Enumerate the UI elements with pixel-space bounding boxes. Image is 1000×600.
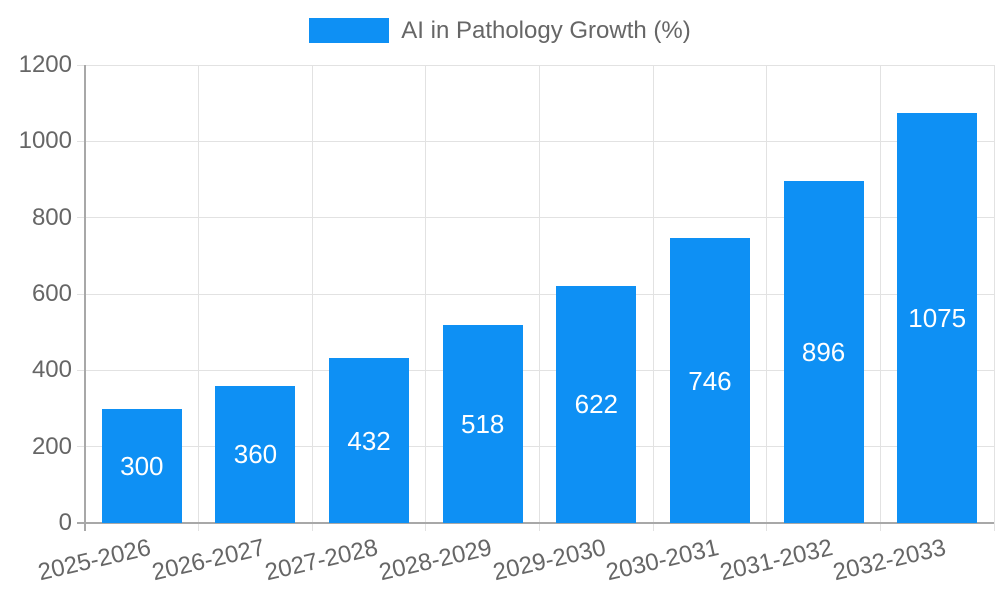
y-axis-tick-label: 600: [31, 280, 72, 307]
gridline-horizontal: [77, 369, 994, 371]
gridline-vertical: [198, 65, 200, 531]
legend-swatch-icon: [309, 18, 390, 43]
bar[interactable]: [442, 325, 523, 523]
bar[interactable]: [669, 238, 750, 523]
x-axis-tick-label: 2030-2031: [603, 534, 722, 587]
bar[interactable]: [215, 385, 296, 523]
x-axis-tick-label: 2028-2029: [376, 534, 495, 587]
gridline-horizontal: [77, 64, 994, 66]
gridline-vertical: [993, 65, 995, 531]
y-axis-tick-label: 800: [31, 203, 72, 231]
x-axis-tick-label: 2029-2030: [490, 534, 608, 587]
bar[interactable]: [556, 285, 637, 523]
gridline-vertical: [879, 65, 881, 531]
x-axis-tick-label: 2026-2027: [149, 534, 268, 587]
x-axis-tick-label: 2027-2028: [262, 534, 381, 587]
y-axis-tick-label: 400: [31, 356, 72, 384]
bar[interactable]: [329, 358, 410, 523]
gridline-vertical: [425, 65, 427, 531]
y-axis-line: [84, 65, 86, 531]
y-axis-tick-label: 1000: [18, 127, 72, 155]
gridline-horizontal: [77, 446, 994, 448]
bar[interactable]: [101, 408, 182, 523]
y-axis-tick-label: 0: [58, 509, 72, 536]
gridline-horizontal: [77, 217, 994, 219]
gridline-vertical: [539, 65, 540, 531]
x-axis-line: [77, 522, 994, 524]
x-axis-tick-label: 2031-2032: [717, 534, 836, 587]
bar[interactable]: [897, 112, 978, 523]
bar[interactable]: [783, 181, 864, 523]
y-axis-tick-label: 1200: [18, 51, 72, 78]
x-axis-tick-label: 2025-2026: [35, 534, 154, 587]
gridline-horizontal: [77, 293, 994, 295]
gridline-vertical: [652, 65, 654, 531]
x-axis-tick-label: 2032-2033: [830, 534, 949, 587]
chart-legend[interactable]: AI in Pathology Growth (%): [0, 18, 1000, 43]
gridline-vertical: [766, 65, 768, 531]
plot-area: 0 200 400 600 800 1000 1200 300 2025-2026 360 2026…: [19, 53, 995, 586]
gridline-vertical: [311, 65, 313, 531]
gridline-horizontal: [77, 140, 994, 142]
y-axis-tick-label: 200: [31, 432, 72, 460]
legend-label: AI in Pathology Growth (%): [401, 16, 691, 44]
